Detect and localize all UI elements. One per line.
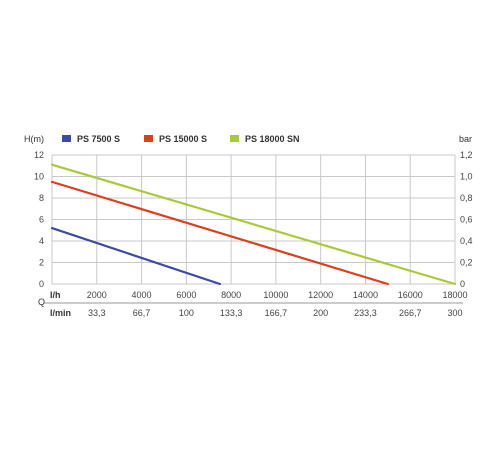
- x2-tick-label: 300: [447, 308, 462, 318]
- grid: [44, 154, 463, 304]
- y-right-tick-label: 0,4: [460, 236, 473, 246]
- y-tick-label: 12: [34, 150, 44, 160]
- y-axis-left-label: H(m): [24, 134, 44, 144]
- x2-tick-label: 166,7: [265, 308, 288, 318]
- y-tick-label: 10: [34, 172, 44, 182]
- y-right-tick-label: 1,2: [460, 150, 473, 160]
- y-right-tick-label: 0,2: [460, 258, 473, 268]
- tick-labels: 0 0 2 0,2 4 0,4 6 0,6 8 0,8 10 1,0 12 1,2 2000 33,3 4000…: [34, 150, 473, 318]
- x-tick-label: 10000: [263, 290, 288, 300]
- x2-tick-label: 266,7: [399, 308, 422, 318]
- x2-tick-label: 133,3: [220, 308, 243, 318]
- x2-tick-label: 200: [313, 308, 328, 318]
- x2-tick-label: 233,3: [354, 308, 377, 318]
- y-tick-label: 0: [39, 279, 44, 289]
- y-right-tick-label: 0,8: [460, 193, 473, 203]
- row2-unit-label: l/min: [50, 308, 71, 318]
- legend: PS 7500 S PS 15000 S PS 18000 SN: [62, 134, 300, 144]
- series-lines: [50, 163, 457, 286]
- y-right-tick-label: 0,6: [460, 215, 473, 225]
- series-line: [50, 163, 457, 286]
- x2-tick-label: 100: [179, 308, 194, 318]
- y-tick-label: 4: [39, 236, 44, 246]
- y-tick-label: 8: [39, 193, 44, 203]
- y-tick-label: 2: [39, 258, 44, 268]
- legend-swatch: [144, 135, 153, 142]
- x-tick-label: 8000: [221, 290, 241, 300]
- x-tick-label: 12000: [308, 290, 333, 300]
- legend-label: PS 7500 S: [77, 134, 120, 144]
- x2-tick-label: 33,3: [88, 308, 106, 318]
- legend-swatch: [62, 135, 71, 142]
- legend-label: PS 18000 SN: [245, 134, 300, 144]
- y-right-tick-label: 1,0: [460, 172, 473, 182]
- y-axis-right-label: bar: [459, 134, 472, 144]
- series-line: [50, 180, 389, 286]
- x-tick-label: 14000: [353, 290, 378, 300]
- x-tick-label: 18000: [442, 290, 467, 300]
- row1-unit-label: l/h: [50, 290, 61, 300]
- legend-label: PS 15000 S: [159, 134, 207, 144]
- q-label: Q: [38, 297, 45, 307]
- y-right-tick-label: 0: [460, 279, 465, 289]
- y-tick-label: 6: [39, 215, 44, 225]
- x-tick-label: 2000: [87, 290, 107, 300]
- legend-swatch: [230, 135, 239, 142]
- x-tick-label: 6000: [176, 290, 196, 300]
- series-line: [50, 227, 222, 286]
- x-tick-label: 16000: [398, 290, 423, 300]
- x2-tick-label: 66,7: [133, 308, 151, 318]
- x-tick-label: 4000: [132, 290, 152, 300]
